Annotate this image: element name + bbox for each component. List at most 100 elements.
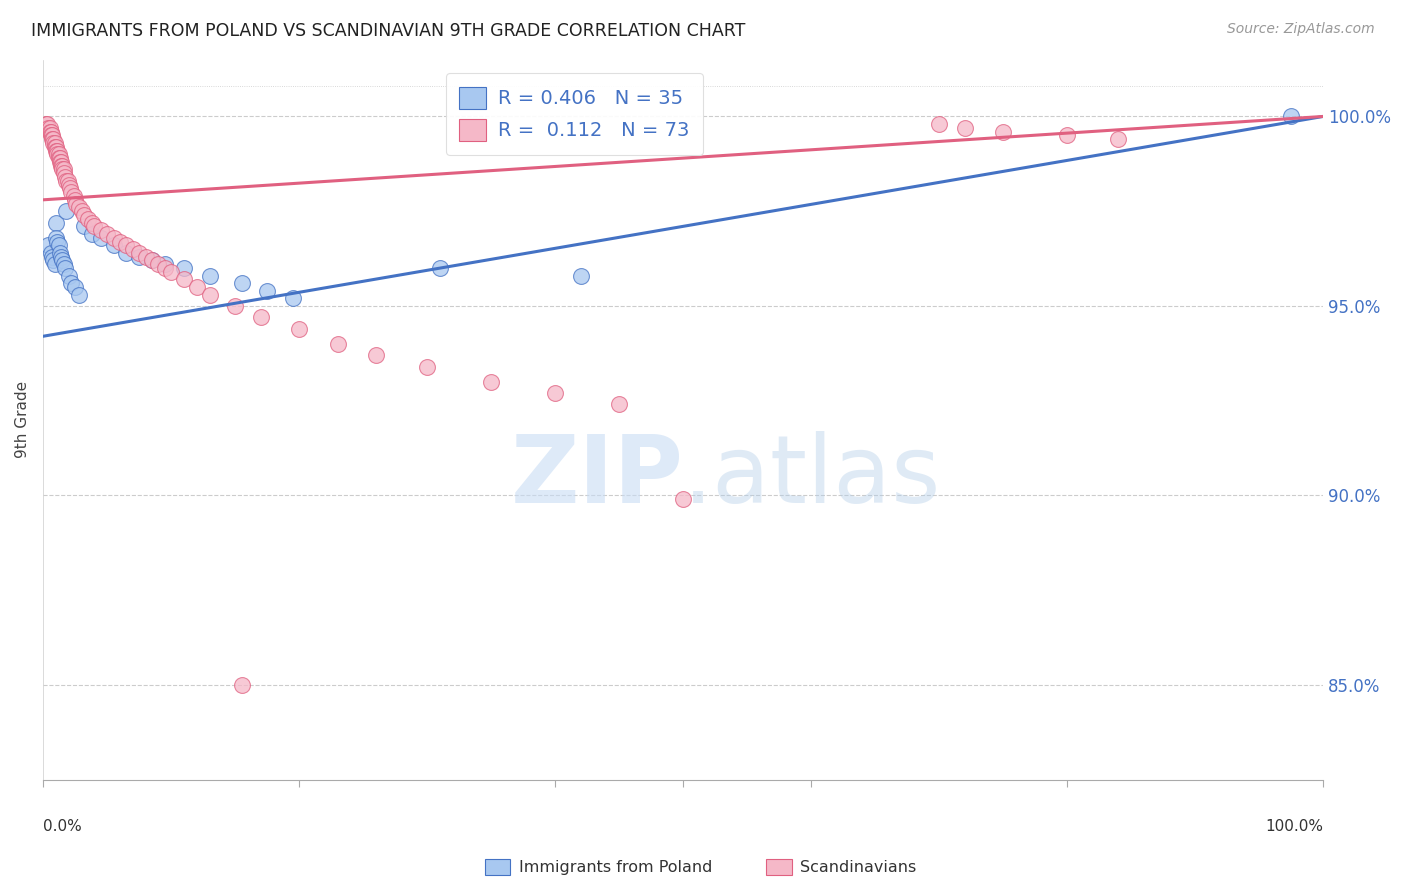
Point [53, 170, 76, 185]
Point [38, 120, 60, 135]
Point [153, 260, 176, 275]
Text: Scandinavians: Scandinavians [800, 860, 917, 874]
Point [52, 162, 75, 177]
Point [49, 245, 72, 260]
Point [63, 189, 86, 203]
Point [429, 260, 451, 275]
Point [108, 235, 131, 249]
Point [77, 211, 100, 226]
Point [288, 321, 311, 335]
Point [49, 159, 72, 173]
Point [58, 178, 80, 192]
Point [45, 230, 67, 244]
Point [672, 492, 695, 507]
Point [1279, 110, 1302, 124]
Point [58, 268, 80, 283]
Point [46, 144, 69, 158]
Text: Source: ZipAtlas.com: Source: ZipAtlas.com [1227, 22, 1375, 37]
Point [1056, 128, 1078, 143]
Point [73, 219, 96, 234]
Point [41, 250, 63, 264]
Point [59, 181, 82, 195]
Y-axis label: 9th Grade: 9th Grade [15, 381, 30, 458]
Point [39, 245, 62, 260]
Point [52, 166, 75, 180]
Point [135, 250, 157, 264]
Point [160, 265, 183, 279]
Point [67, 287, 90, 301]
Point [141, 253, 163, 268]
Text: .atlas: .atlas [683, 431, 942, 524]
Text: 100.0%: 100.0% [1265, 819, 1323, 834]
Point [67, 201, 90, 215]
Point [51, 162, 73, 177]
Point [41, 132, 63, 146]
Point [49, 155, 72, 169]
Point [148, 257, 170, 271]
Point [49, 250, 72, 264]
Point [56, 174, 79, 188]
Point [60, 276, 83, 290]
Point [115, 245, 138, 260]
Point [55, 174, 77, 188]
Point [153, 257, 176, 271]
Point [46, 147, 69, 161]
Point [173, 272, 195, 286]
Point [249, 310, 271, 325]
Point [51, 159, 73, 173]
Point [42, 136, 65, 150]
Text: ZIP: ZIP [510, 431, 683, 524]
Point [44, 140, 66, 154]
Point [96, 227, 118, 241]
Point [49, 155, 72, 169]
Point [80, 227, 103, 241]
Point [198, 287, 221, 301]
Point [44, 257, 66, 271]
Point [45, 144, 67, 158]
Point [42, 132, 65, 146]
Point [41, 128, 63, 143]
Point [90, 230, 112, 244]
Point [52, 257, 75, 271]
Point [49, 151, 72, 165]
Point [364, 348, 387, 362]
Bar [485, 859, 510, 875]
Point [231, 678, 253, 692]
Point [953, 120, 976, 135]
Point [121, 242, 143, 256]
Point [128, 245, 150, 260]
Point [45, 215, 67, 229]
Point [42, 253, 65, 268]
Point [83, 219, 105, 234]
Point [48, 147, 70, 161]
Point [80, 215, 103, 229]
Point [607, 397, 630, 411]
Point [39, 128, 62, 143]
Point [53, 260, 76, 275]
Point [63, 193, 86, 207]
Point [37, 238, 59, 252]
Point [544, 386, 567, 401]
Point [198, 268, 221, 283]
Point [35, 117, 58, 131]
Point [115, 238, 138, 252]
Point [51, 253, 73, 268]
Point [63, 280, 86, 294]
Point [991, 125, 1014, 139]
Point [103, 238, 125, 252]
Point [281, 291, 304, 305]
Point [173, 260, 195, 275]
Point [65, 196, 87, 211]
Point [326, 336, 349, 351]
Point [1107, 132, 1129, 146]
Point [231, 276, 253, 290]
Point [45, 140, 67, 154]
Point [416, 359, 439, 374]
Point [35, 117, 58, 131]
Point [60, 186, 83, 200]
Point [39, 125, 62, 139]
Point [224, 299, 246, 313]
Point [141, 253, 163, 268]
Text: 0.0%: 0.0% [44, 819, 82, 834]
Point [90, 223, 112, 237]
